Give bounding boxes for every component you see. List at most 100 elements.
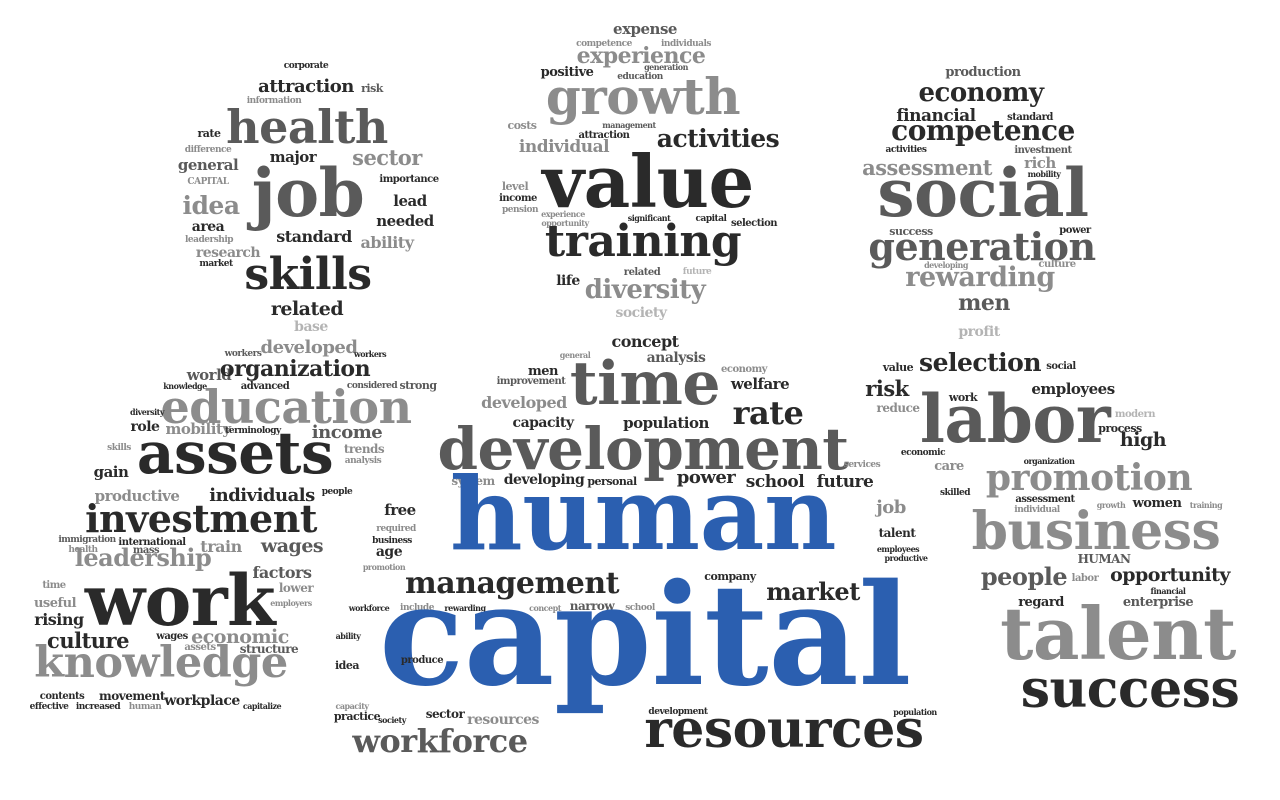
word: idea (182, 191, 240, 220)
word: value (882, 361, 914, 374)
word: narrow (569, 599, 615, 613)
word: mobility (165, 420, 231, 438)
word: knowledge (34, 638, 288, 688)
word: financial (1150, 586, 1186, 596)
word: business (971, 501, 1221, 562)
word: income (499, 193, 537, 204)
word: assessment (1015, 494, 1075, 505)
word: mobility (1027, 169, 1061, 179)
word: women (1132, 496, 1182, 511)
word: costs (507, 119, 537, 132)
word: men (528, 364, 558, 379)
word: organization (219, 356, 371, 382)
word: growth (545, 67, 741, 126)
word: free (384, 501, 416, 519)
word: international (118, 537, 186, 548)
word: useful (33, 596, 77, 611)
word: talent (878, 526, 916, 540)
word: employees (1031, 380, 1115, 398)
word: capital (378, 554, 912, 718)
word: population (893, 707, 937, 717)
word: reduce (876, 401, 920, 415)
word: activities (656, 124, 780, 153)
word: include (400, 603, 434, 613)
word: skills (107, 443, 131, 453)
word: terminology (225, 426, 281, 436)
word: talent (1000, 591, 1236, 676)
word: business (372, 536, 412, 546)
word: profit (958, 324, 1000, 340)
word: people (321, 487, 353, 497)
word: enterprise (1122, 595, 1194, 610)
word: required (376, 524, 416, 534)
word: trends (343, 442, 385, 456)
word: services (843, 460, 881, 470)
word: individuals (661, 39, 711, 49)
word: attraction (258, 76, 354, 97)
word: lower (278, 581, 314, 595)
word: work (948, 391, 978, 404)
word: level (501, 180, 529, 193)
word: power (1059, 225, 1091, 236)
word: economy (721, 364, 767, 375)
word: major (269, 148, 317, 166)
word: market (199, 259, 233, 269)
word: HUMAN (1077, 552, 1131, 566)
word: employees (876, 544, 920, 554)
word: analysis (646, 350, 706, 366)
word: individual (518, 137, 610, 157)
word: organization (1023, 456, 1075, 466)
word: assets (184, 642, 216, 653)
word: rewarding (905, 262, 1055, 293)
word: management (602, 120, 656, 130)
word: training (544, 216, 742, 267)
word: expense (613, 20, 677, 38)
word: work (84, 559, 276, 642)
word: immigration (58, 535, 116, 545)
word: difference (184, 145, 232, 155)
word: employers (270, 598, 312, 608)
word: economy (918, 78, 1044, 108)
word: improvement (496, 376, 566, 387)
word: gain (93, 463, 129, 481)
word: people (980, 562, 1068, 591)
word: role (130, 419, 160, 435)
word: importance (379, 174, 439, 185)
word: train (200, 537, 242, 556)
word: life (556, 273, 580, 289)
word: care (934, 459, 964, 474)
word: skilled (939, 488, 971, 498)
word: social (1046, 361, 1076, 372)
word: rising (34, 610, 84, 629)
word: age (375, 544, 403, 560)
word: financial (896, 106, 976, 126)
word: advanced (240, 381, 290, 392)
word: concept (529, 603, 561, 613)
word: selection (918, 348, 1042, 377)
word: developing (924, 260, 968, 270)
word: time (42, 580, 66, 591)
word: management (405, 566, 620, 601)
word: rate (732, 394, 804, 432)
word: experience (576, 43, 706, 69)
word: research (195, 245, 261, 261)
word: capacity (512, 415, 574, 431)
word: production (945, 65, 1021, 80)
word: men (958, 290, 1010, 316)
word: workers (224, 349, 262, 359)
word: developed (260, 337, 358, 358)
word: related (623, 267, 661, 278)
word: information (246, 96, 302, 106)
word: leadership (184, 235, 234, 245)
word: welfare (730, 375, 790, 393)
word: CAPITAL (187, 177, 229, 187)
word: produce (400, 655, 444, 666)
word: promotion (362, 562, 406, 572)
word: general (177, 156, 239, 174)
word: competence (891, 114, 1075, 147)
word: job (251, 154, 365, 232)
word: opportunity (541, 218, 589, 228)
word: standard (276, 227, 352, 246)
word: system (451, 474, 495, 488)
word: development (648, 707, 708, 717)
